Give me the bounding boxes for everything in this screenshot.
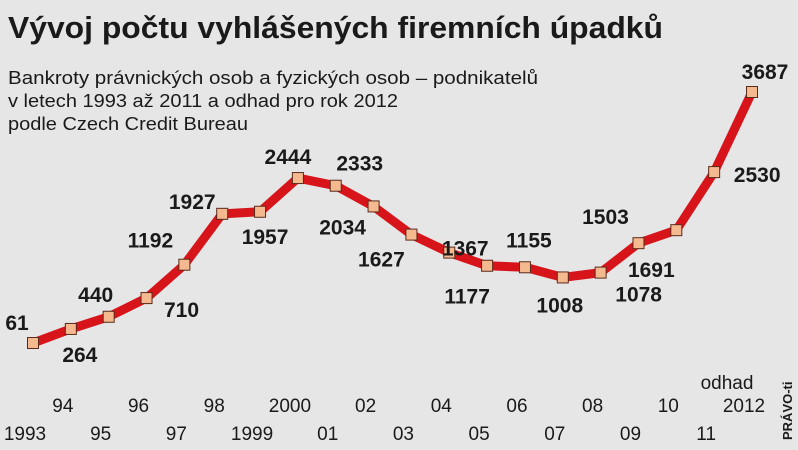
data-label: 3687 xyxy=(742,61,789,84)
data-point xyxy=(216,207,229,220)
data-label: 61 xyxy=(5,312,29,335)
x-tick-label: 2012 xyxy=(723,396,765,417)
data-point xyxy=(708,166,721,179)
data-label: 710 xyxy=(164,299,199,322)
data-point xyxy=(405,228,418,241)
data-point xyxy=(443,246,456,259)
data-point xyxy=(254,205,267,218)
data-label: 440 xyxy=(78,284,113,307)
data-point xyxy=(178,258,191,271)
data-point xyxy=(140,292,153,305)
data-point xyxy=(632,237,645,250)
x-tick-label: 98 xyxy=(204,396,225,417)
x-tick-label: 1993 xyxy=(4,424,46,445)
data-point xyxy=(329,179,342,192)
data-label: 1008 xyxy=(536,294,583,317)
data-label: 2333 xyxy=(336,153,383,176)
x-tick-label: 06 xyxy=(506,396,527,417)
x-tick-label: 08 xyxy=(582,396,603,417)
data-point xyxy=(367,200,380,213)
x-tick-label: 1999 xyxy=(231,424,273,445)
subtitle: podle Czech Credit Bureau xyxy=(8,114,248,134)
x-tick-label: 95 xyxy=(90,424,111,445)
data-label: 1691 xyxy=(628,259,675,282)
x-tick-label: 96 xyxy=(128,396,149,417)
data-label: 2530 xyxy=(734,164,781,187)
data-point xyxy=(746,86,758,98)
data-point xyxy=(556,271,569,284)
data-point xyxy=(594,266,607,279)
subtitle: Bankroty právnických osob a fyzických os… xyxy=(8,68,538,88)
x-tick-label: 09 xyxy=(620,424,641,445)
x-tick-label: 02 xyxy=(355,396,376,417)
data-label: 1957 xyxy=(242,226,289,249)
data-label: 1155 xyxy=(506,229,552,252)
data-label: 2034 xyxy=(319,216,366,239)
data-label: 1078 xyxy=(615,284,662,307)
data-label: 1503 xyxy=(582,206,629,229)
data-label: 2444 xyxy=(265,146,312,169)
data-point xyxy=(102,310,115,323)
x-tick-label: 03 xyxy=(393,424,414,445)
x-tick-label: 94 xyxy=(52,396,74,417)
x-tick-label: 01 xyxy=(317,424,338,445)
x-tick-label: 04 xyxy=(431,396,453,417)
x-tick-label: 05 xyxy=(469,424,490,445)
data-point xyxy=(64,322,77,335)
estimate-label: odhad xyxy=(701,373,754,394)
data-point xyxy=(518,261,531,274)
data-point xyxy=(481,259,494,272)
data-point xyxy=(27,337,39,349)
data-line xyxy=(31,90,757,348)
subtitle: v letech 1993 až 2011 a odhad pro rok 20… xyxy=(8,91,398,111)
x-tick-label: 2000 xyxy=(269,396,311,417)
data-label: 264 xyxy=(62,344,97,367)
x-tick-label: 11 xyxy=(696,424,716,445)
x-tick-label: 97 xyxy=(166,424,187,445)
data-label: 1627 xyxy=(358,249,405,272)
data-label: 1192 xyxy=(128,230,174,253)
data-label: 1367 xyxy=(442,238,489,261)
data-point xyxy=(291,172,304,185)
chart-title: Vývoj počtu vyhlášených firemních úpadků xyxy=(8,10,663,45)
data-label: 1177 xyxy=(444,286,490,309)
data-point xyxy=(670,224,683,237)
data-label: 1927 xyxy=(169,191,216,214)
x-tick-label: 10 xyxy=(658,396,679,417)
x-tick-label: 07 xyxy=(544,424,565,445)
source-credit: PRÁVO-ti xyxy=(780,382,795,441)
